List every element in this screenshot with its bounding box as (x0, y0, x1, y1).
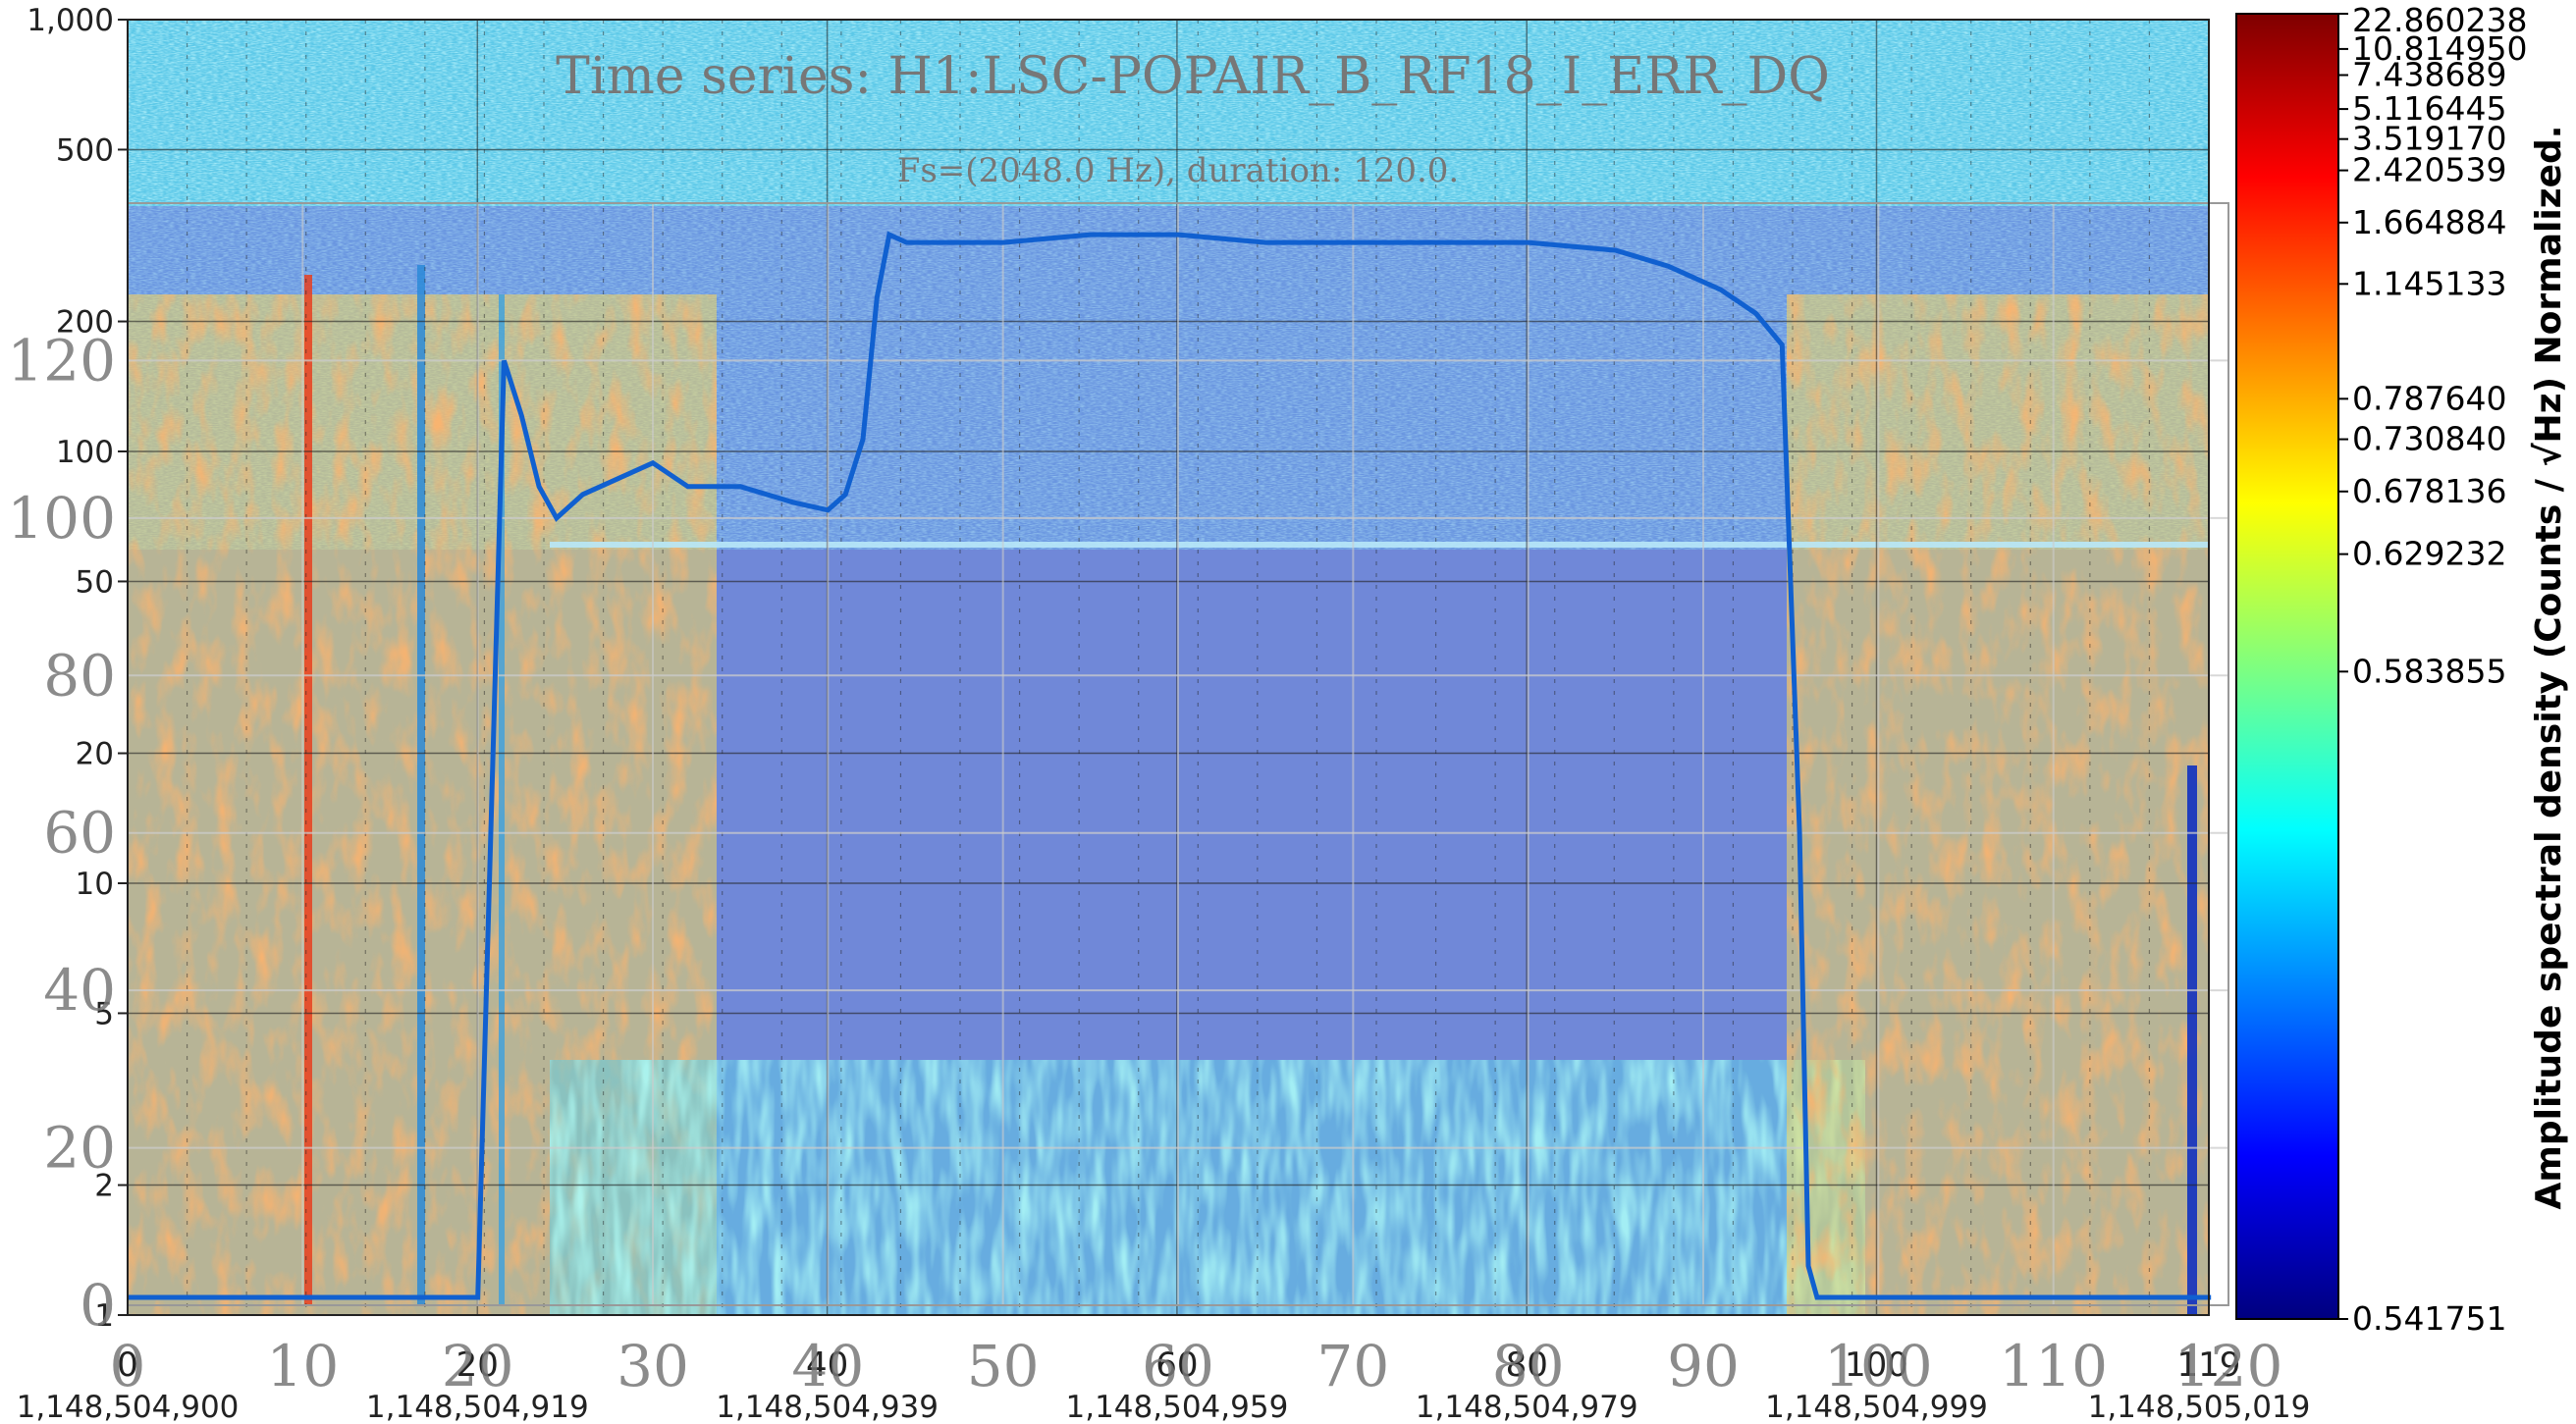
overlay-ytick-label: 60 (43, 800, 116, 867)
spec-xtick-label: 40 (806, 1345, 848, 1385)
colorbar-tick-label: 1.664884 (2352, 203, 2506, 241)
overlay-grid (127, 203, 2229, 1306)
spec-ytick-label: 20 (76, 737, 114, 772)
colorbar-frame (2235, 13, 2339, 1320)
spec-xtick-label: 0 (117, 1345, 138, 1385)
colorbar-tick-label: 22.860238 (2352, 1, 2527, 39)
colorbar-tick-label: 1.145133 (2352, 264, 2506, 302)
overlay-ytick-label: 20 (43, 1115, 116, 1182)
overlay-xtick-label: 80 (1492, 1333, 1565, 1399)
colorbar-tick-label: 7.438689 (2352, 56, 2506, 94)
spec-xtick-label: 100 (1845, 1345, 1908, 1385)
overlay-xtick-label: 40 (791, 1333, 864, 1399)
overlay-xtick-label: 50 (967, 1333, 1040, 1399)
overlay-ytick-label: 120 (7, 327, 116, 394)
gps-xtick-label: 1,148,504,919 (366, 1390, 589, 1424)
overlay-xtick-label: 100 (1824, 1333, 1933, 1399)
spec-ytick-label: 500 (56, 132, 114, 168)
colorbar-ticks: 22.86023810.8149507.4386895.1164453.5191… (2338, 1, 2527, 1338)
overlay-ytick-label: 40 (43, 957, 116, 1024)
colorbar-tick-label: 10.814950 (2352, 29, 2527, 68)
spec-xtick-label: 60 (1155, 1345, 1198, 1385)
spec-xtick-label: 20 (456, 1345, 499, 1385)
chart-title: Time series: H1:LSC-POPAIR_B_RF18_I_ERR_… (556, 47, 1830, 106)
spectrogram-y-ticks: 1,000 500 200 100 50 20 10 5 2 1 (27, 3, 128, 1334)
overlay-xtick-label: 110 (1999, 1333, 2108, 1399)
spec-xtick-label: 119 (2177, 1345, 2241, 1385)
overlay-series-line (128, 231, 2212, 1300)
overlay-xtick-label: 120 (2174, 1333, 2283, 1399)
colorbar-tick-label: 0.541751 (2352, 1299, 2506, 1338)
spec-ytick-label: 1,000 (27, 3, 114, 38)
overlay-xtick-label: 60 (1142, 1333, 1214, 1399)
colorbar-tick-label: 0.730840 (2352, 420, 2506, 458)
overlay-xtick-label: 20 (442, 1333, 514, 1399)
colorbar-tick-label: 0.787640 (2352, 379, 2506, 417)
spec-ytick-label: 10 (76, 867, 114, 902)
gps-x-ticks: 1,148,504,900 1,148,504,919 1,148,504,939 1… (17, 1390, 2311, 1424)
spec-ytick-label: 50 (76, 564, 114, 600)
spectrogram-axes-frame (127, 19, 2210, 1316)
gps-xtick-label: 1,148,504,979 (1416, 1390, 1638, 1424)
gps-xtick-label: 1,148,504,959 (1066, 1390, 1289, 1424)
colorbar-tick-label: 0.629232 (2352, 535, 2506, 573)
overlay-ytick-label: 100 (7, 485, 116, 552)
overlay-xtick-label: 70 (1316, 1333, 1389, 1399)
chart-subtitle: Fs=(2048.0 Hz), duration: 120.0. (897, 151, 1460, 190)
overlay-xtick-label: 0 (110, 1333, 146, 1399)
overlay-xtick-label: 90 (1667, 1333, 1740, 1399)
spec-ytick-label: 2 (94, 1169, 114, 1204)
spec-ytick-label: 5 (94, 996, 114, 1031)
spectrogram-image (128, 20, 2209, 1315)
colorbar-tick-label: 5.116445 (2352, 89, 2506, 128)
colorbar-tick-label: 2.420539 (2352, 151, 2506, 189)
colorbar-tick-label: 0.678136 (2352, 472, 2506, 510)
overlay-xtick-label: 30 (617, 1333, 689, 1399)
spec-ytick-label: 100 (56, 435, 114, 470)
overlay-ytick-label: 0 (80, 1272, 116, 1339)
gps-xtick-label: 1,148,504,900 (17, 1390, 240, 1424)
overlay-xtick-label: 10 (266, 1333, 339, 1399)
colorbar-label: Amplitude spectral density (Counts / √Hz… (2529, 126, 2569, 1210)
colorbar-tick-label: 0.583855 (2352, 652, 2506, 690)
gps-xtick-label: 1,148,504,999 (1765, 1390, 1988, 1424)
spec-ytick-label: 1 (94, 1298, 114, 1334)
colorbar (2236, 14, 2338, 1319)
overlay-ytick-label: 80 (43, 642, 116, 709)
spec-xtick-label: 80 (1506, 1345, 1548, 1385)
overlay-x-ticks: 0 10 20 30 40 50 60 70 80 90 100 110 120 (110, 1333, 2283, 1399)
gps-xtick-label: 1,148,504,939 (716, 1390, 939, 1424)
gps-xtick-label: 1,148,505,019 (2088, 1390, 2311, 1424)
spectrogram-x-ticks: 0 20 40 60 80 100 119 (117, 1345, 2240, 1385)
spec-ytick-label: 200 (56, 305, 114, 341)
colorbar-tick-label: 3.519170 (2352, 120, 2506, 158)
